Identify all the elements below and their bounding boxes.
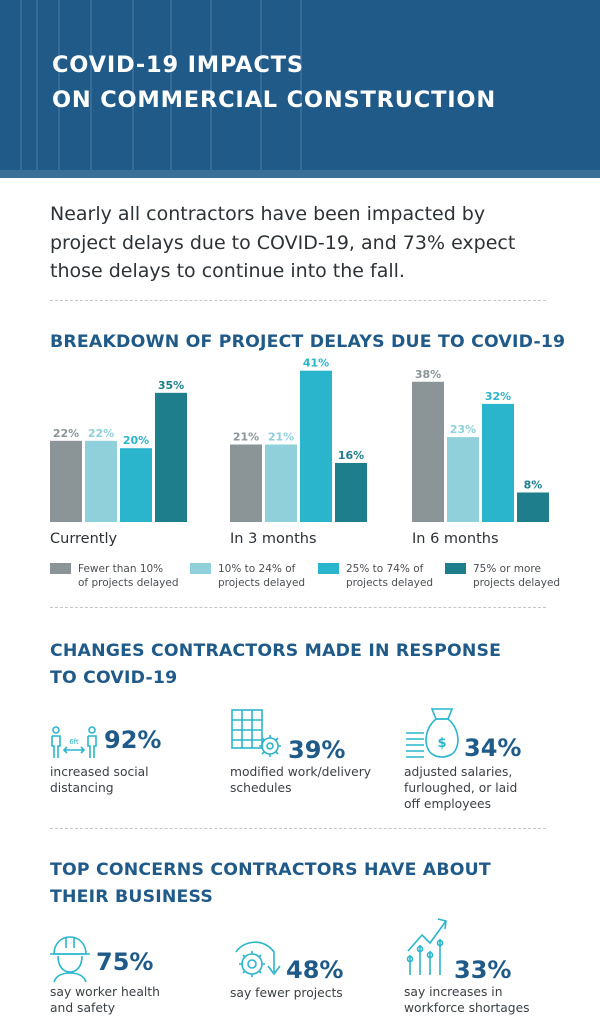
gear-down-arrow-icon [235, 941, 281, 977]
concern-stat-3-line-2: workforce shortages [404, 1001, 530, 1015]
changes-title-line-1: CHANGES CONTRACTORS MADE IN RESPONSE [50, 641, 502, 661]
concern-stat-1-value: 75% [96, 948, 154, 976]
bar-in-6-months-series-4 [517, 492, 549, 522]
page-title-line-1: COVID-19 IMPACTS [52, 52, 304, 78]
data-label-in-3-months-series-1: 21% [233, 431, 259, 444]
bar-in-6-months-series-3 [482, 403, 514, 522]
concern-stat-1-desc: say worker health and safety [50, 984, 160, 1016]
data-label-currently-series-3: 20% [123, 434, 149, 447]
concern-stat-1-line-2: and safety [50, 1001, 115, 1015]
changes-title-line-2: TO COVID-19 [50, 668, 178, 688]
legend-label-1a: Fewer than 10% [78, 563, 164, 575]
money-bag-icon: $ [406, 708, 459, 758]
page-title-line-2: ON COMMERCIAL CONSTRUCTION [52, 87, 496, 113]
change-stat-3-desc: adjusted salaries, furloughed, or laid o… [404, 764, 517, 812]
legend-label-1b: of projects delayed [78, 577, 179, 589]
bar-in-3-months-series-3 [300, 370, 332, 522]
change-stat-2-value: 39% [288, 736, 346, 764]
data-label-in-6-months-series-3: 32% [485, 390, 511, 403]
bar-in-3-months-series-2 [265, 444, 297, 522]
change-stat-3-line-3: off employees [404, 797, 492, 811]
change-stat-3-line-2: furloughed, or laid [404, 781, 518, 795]
legend-item-2: 10% to 24% of projects delayed [190, 562, 305, 590]
change-stat-3-value: 34% [464, 734, 522, 762]
bar-in-6-months-series-1 [412, 381, 444, 522]
data-label-in-3-months-series-2: 21% [268, 431, 294, 444]
legend-item-4: 75% or more projects delayed [445, 562, 560, 590]
breakdown-title: BREAKDOWN OF PROJECT DELAYS DUE TO COVID… [50, 332, 566, 352]
change-stat-1-value: 92% [104, 726, 162, 754]
change-stat-1-line-1: increased social [50, 765, 149, 779]
change-stat-2-line-2: schedules [230, 781, 292, 795]
bar-currently-series-1 [50, 440, 82, 522]
calendar-gear-icon [231, 709, 281, 757]
legend-swatch-2 [190, 563, 211, 574]
divider-1 [50, 300, 546, 301]
legend-label-2b: projects delayed [218, 577, 306, 589]
change-stat-2-line-1: modified work/delivery [230, 765, 372, 779]
change-stat-3-line-1: adjusted salaries, [404, 765, 513, 779]
data-label-in-6-months-series-2: 23% [450, 423, 476, 436]
workforce-growth-icon [406, 918, 447, 975]
header-background-pattern [0, 0, 600, 178]
concern-stat-2-line-1: say fewer projects [230, 986, 343, 1000]
legend-label-4a: 75% or more [473, 563, 541, 575]
header-bottom-band [0, 170, 600, 178]
bar-in-3-months-series-1 [230, 444, 262, 522]
legend-swatch-1 [50, 563, 71, 574]
data-label-in-3-months-series-4: 16% [338, 449, 364, 462]
data-label-in-3-months-series-3: 41% [303, 357, 329, 370]
social-distancing-icon-label: 6ft [69, 738, 79, 746]
concern-stat-2-desc: say fewer projects [230, 985, 343, 1001]
legend-swatch-4 [445, 563, 466, 574]
bar-currently-series-4 [155, 392, 187, 522]
concerns-title: TOP CONCERNS CONTRACTORS HAVE ABOUT THEI… [50, 857, 491, 911]
concern-stat-1-line-1: say worker health [50, 985, 160, 999]
social-distancing-icon: 6ft [51, 726, 97, 758]
divider-3 [50, 828, 546, 829]
intro-line-3: those delays to continue into the fall. [50, 260, 405, 282]
change-stat-1-line-2: distancing [50, 781, 114, 795]
data-label-currently-series-4: 35% [158, 379, 184, 392]
concern-stat-3-value: 33% [454, 956, 512, 984]
legend-label-2a: 10% to 24% of [218, 563, 296, 575]
intro-line-1: Nearly all contractors have been impacte… [50, 203, 486, 225]
legend-label-3b: projects delayed [346, 577, 434, 589]
bar-in-3-months-series-4 [335, 462, 367, 522]
intro-text: Nearly all contractors have been impacte… [50, 200, 560, 286]
bar-in-6-months-series-2 [447, 437, 479, 522]
bar-currently-series-3 [120, 448, 152, 522]
data-label-currently-series-2: 22% [88, 427, 114, 440]
data-label-in-6-months-series-4: 8% [524, 478, 543, 491]
change-stat-2-desc: modified work/delivery schedules [230, 764, 371, 796]
page-title: COVID-19 IMPACTS ON COMMERCIAL CONSTRUCT… [52, 48, 496, 118]
concern-stat-2-value: 48% [286, 956, 344, 984]
legend-swatch-3 [318, 563, 339, 574]
category-label-in-6-months: In 6 months [412, 531, 499, 547]
concerns-title-line-2: THEIR BUSINESS [50, 887, 214, 907]
category-label-currently: Currently [50, 531, 117, 547]
concern-stat-3-line-1: say increases in [404, 985, 503, 999]
changes-title: CHANGES CONTRACTORS MADE IN RESPONSE TO … [50, 638, 501, 692]
legend-label-3a: 25% to 74% of [346, 563, 424, 575]
category-label-in-3-months: In 3 months [230, 531, 317, 547]
legend-label-4b: projects delayed [473, 577, 561, 589]
legend-item-1: Fewer than 10% of projects delayed [50, 562, 179, 590]
change-stat-1-desc: increased social distancing [50, 764, 149, 796]
intro-line-2: project delays due to COVID-19, and 73% … [50, 231, 516, 254]
data-label-currently-series-1: 22% [53, 427, 79, 440]
project-delays-bar-chart: 22% 22% 20% 35% Currently 21% 21% 41% 16% In 3 mo… [50, 357, 549, 547]
concerns-title-line-1: TOP CONCERNS CONTRACTORS HAVE ABOUT [50, 860, 491, 880]
legend-item-3: 25% to 74% of projects delayed [318, 562, 433, 590]
header-banner: COVID-19 IMPACTS ON COMMERCIAL CONSTRUCT… [0, 0, 600, 178]
concern-stat-3-desc: say increases in workforce shortages [404, 984, 530, 1016]
bar-currently-series-2 [85, 440, 117, 522]
hard-hat-worker-icon [50, 936, 90, 983]
data-label-in-6-months-series-1: 38% [415, 368, 441, 381]
divider-2 [50, 607, 546, 608]
money-bag-icon-label: $ [437, 736, 446, 751]
